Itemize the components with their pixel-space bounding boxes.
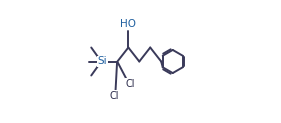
Text: Cl: Cl <box>125 79 135 89</box>
Text: Cl: Cl <box>110 91 119 100</box>
Text: Si: Si <box>98 56 107 67</box>
Text: HO: HO <box>120 19 136 29</box>
